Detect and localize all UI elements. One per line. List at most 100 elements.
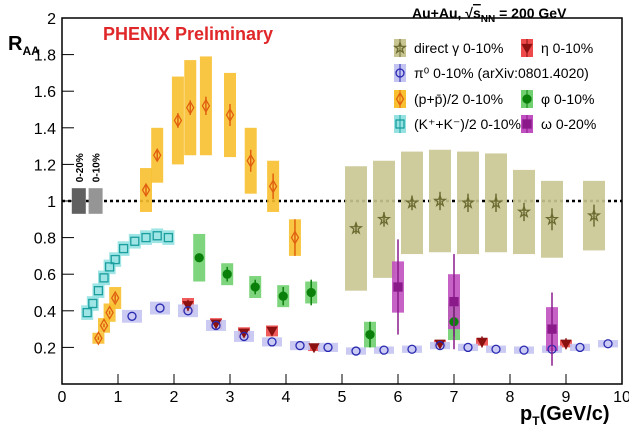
legend-header-part: s	[473, 5, 481, 21]
x-label-sub: T	[532, 414, 540, 428]
y-tick-label: 1.2	[34, 157, 56, 174]
x-tick-label: 9	[562, 389, 571, 406]
x-tick-label: 5	[338, 389, 347, 406]
marker	[105, 305, 114, 320]
marker	[152, 147, 162, 163]
y-tick-label: 1.8	[34, 48, 56, 65]
marker	[239, 331, 249, 342]
norm-box	[71, 188, 86, 214]
y-tick-label: 1.6	[34, 84, 56, 101]
legend-label: direct γ 0-10%	[414, 40, 503, 56]
sys-box	[486, 345, 506, 353]
marker	[141, 232, 151, 243]
marker	[93, 286, 104, 296]
marker	[449, 296, 459, 307]
marker	[194, 253, 204, 263]
marker	[278, 291, 288, 301]
legend-header-part: Au+Au, √	[412, 5, 473, 21]
legend-entry: π⁰ 0-10% (arXiv:0801.4020)	[394, 64, 589, 82]
marker	[222, 269, 232, 279]
y-tick-label: 0.8	[34, 231, 56, 248]
sys-box	[570, 343, 590, 352]
sys-box	[150, 301, 170, 315]
x-tick-label: 1	[114, 389, 123, 406]
marker	[104, 262, 115, 272]
sys-box	[402, 345, 422, 353]
norm-box	[88, 188, 103, 214]
marker	[476, 337, 488, 348]
marker	[348, 220, 364, 235]
legend-label: φ 0-10%	[541, 91, 594, 107]
x-label-rest: (GeV/c)	[540, 403, 610, 425]
marker	[560, 339, 572, 350]
marker	[225, 107, 235, 123]
marker	[94, 330, 103, 346]
marker	[152, 231, 162, 241]
marker	[110, 254, 120, 265]
legend-marker	[395, 68, 405, 78]
marker	[130, 236, 140, 246]
y-tick-label: 0.6	[34, 267, 56, 284]
marker	[407, 344, 417, 354]
marker	[163, 232, 174, 243]
marker	[99, 318, 109, 333]
legend-entry: (p+p̄)/2 0-10%	[394, 90, 503, 108]
marker	[376, 211, 392, 226]
marker	[306, 287, 316, 298]
chart-title: PHENIX Preliminary	[103, 24, 273, 44]
marker	[99, 273, 109, 283]
norm-box-label: 0-10%	[92, 153, 103, 182]
legend-marker	[522, 119, 532, 129]
legend-entry: ω 0-20%	[521, 115, 596, 133]
marker	[267, 337, 277, 347]
marker	[432, 193, 448, 208]
marker	[379, 345, 389, 355]
sys-box	[346, 347, 366, 355]
marker	[519, 345, 529, 355]
y-tick-label: 0.4	[34, 304, 56, 321]
marker	[118, 243, 129, 254]
marker	[404, 195, 420, 209]
marker	[182, 301, 194, 312]
legend-marker	[392, 40, 408, 55]
legend-marker	[522, 94, 532, 104]
marker	[155, 303, 165, 313]
legend-entry: φ 0-10%	[521, 90, 594, 108]
x-tick-label: 7	[450, 389, 459, 406]
x-tick-label: 2	[170, 389, 179, 406]
y-tick-label: 1.4	[34, 121, 56, 138]
marker	[290, 230, 300, 245]
marker	[110, 290, 120, 306]
marker	[575, 342, 585, 353]
marker	[491, 344, 501, 354]
y-label-main: R	[8, 33, 23, 55]
x-label-main: p	[520, 403, 532, 425]
legend-entry: η 0-10%	[521, 39, 593, 57]
x-tick-label: 3	[226, 389, 235, 406]
legend-marker	[395, 91, 405, 107]
legend-marker	[395, 119, 405, 129]
legend-header: Au+Au, √sNN = 200 GeV	[412, 5, 567, 25]
marker	[266, 326, 278, 337]
marker	[295, 340, 305, 351]
marker	[268, 179, 278, 194]
marker	[516, 204, 532, 219]
marker	[365, 329, 375, 340]
legend-label: (K⁺+K⁻)/2 0-10%	[414, 116, 521, 132]
x-tick-label: 0	[58, 389, 67, 406]
x-tick-label: 4	[282, 389, 291, 406]
sys-box	[458, 343, 478, 352]
legend-label: η 0-10%	[541, 40, 593, 56]
marker	[82, 307, 92, 318]
y-tick-label: 2	[47, 11, 56, 28]
marker	[351, 346, 361, 356]
x-tick-label: 6	[394, 389, 403, 406]
marker	[544, 211, 560, 226]
marker	[185, 100, 195, 115]
y-axis-label: RAA	[8, 33, 40, 58]
legend-label: ω 0-20%	[541, 116, 596, 132]
marker	[127, 311, 137, 321]
marker	[603, 339, 613, 349]
